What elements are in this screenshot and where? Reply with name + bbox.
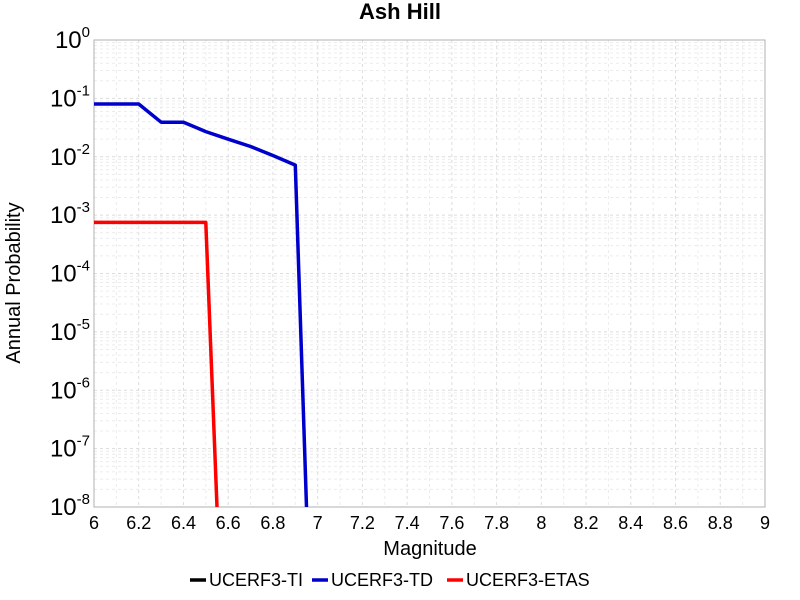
x-tick-label: 8.6 xyxy=(663,513,688,533)
x-tick-label: 7.2 xyxy=(350,513,375,533)
legend-label: UCERF3-TD xyxy=(331,570,433,590)
y-tick-labels: 100 10-1 10-2 10-3 10-4 10-5 10-6 10-7 10-8 xyxy=(50,24,90,521)
x-tick-label: 8.8 xyxy=(708,513,733,533)
x-tick-label: 7 xyxy=(313,513,323,533)
x-tick-label: 6.6 xyxy=(216,513,241,533)
x-tick-label: 8 xyxy=(536,513,546,533)
y-tick-label: 100 xyxy=(55,24,90,54)
legend-label: UCERF3-ETAS xyxy=(466,570,590,590)
chart-title: Ash Hill xyxy=(359,0,441,24)
plot-area-border xyxy=(93,39,766,508)
x-tick-label: 6 xyxy=(89,513,99,533)
y-tick-label: 10-5 xyxy=(50,316,90,346)
x-axis-label: Magnitude xyxy=(383,538,476,560)
x-tick-label: 7.8 xyxy=(484,513,509,533)
series-layer xyxy=(94,102,309,508)
y-axis-label: Annual Probability xyxy=(3,202,25,363)
x-tick-label: 6.4 xyxy=(171,513,196,533)
y-tick-label: 10-7 xyxy=(50,433,90,463)
legend-label: UCERF3-TI xyxy=(209,570,303,590)
x-tick-label: 8.2 xyxy=(574,513,599,533)
x-tick-label: 7.6 xyxy=(439,513,464,533)
y-tick-label: 10-8 xyxy=(50,491,90,521)
y-tick-label: 10-2 xyxy=(50,141,90,171)
x-tick-labels: 6 6.2 6.4 6.6 6.8 7 7.2 7.4 7.6 7.8 8 8.2 8.4 8.6 8.8 9 xyxy=(89,513,770,533)
y-tick-label: 10-6 xyxy=(50,374,90,404)
series-line-ucerf3-td xyxy=(94,102,309,508)
x-tick-label: 9 xyxy=(760,513,770,533)
y-tick-label: 10-1 xyxy=(50,82,90,112)
x-tick-label: 6.8 xyxy=(260,513,285,533)
y-tick-label: 10-4 xyxy=(50,258,90,288)
legend: UCERF3-TI UCERF3-TD UCERF3-ETAS xyxy=(190,570,590,590)
x-tick-label: 7.4 xyxy=(395,513,420,533)
series-line-ucerf3-etas xyxy=(94,220,219,508)
grid xyxy=(93,39,766,508)
x-tick-label: 6.2 xyxy=(126,513,151,533)
x-tick-label: 8.4 xyxy=(618,513,643,533)
y-tick-label: 10-3 xyxy=(50,199,90,229)
